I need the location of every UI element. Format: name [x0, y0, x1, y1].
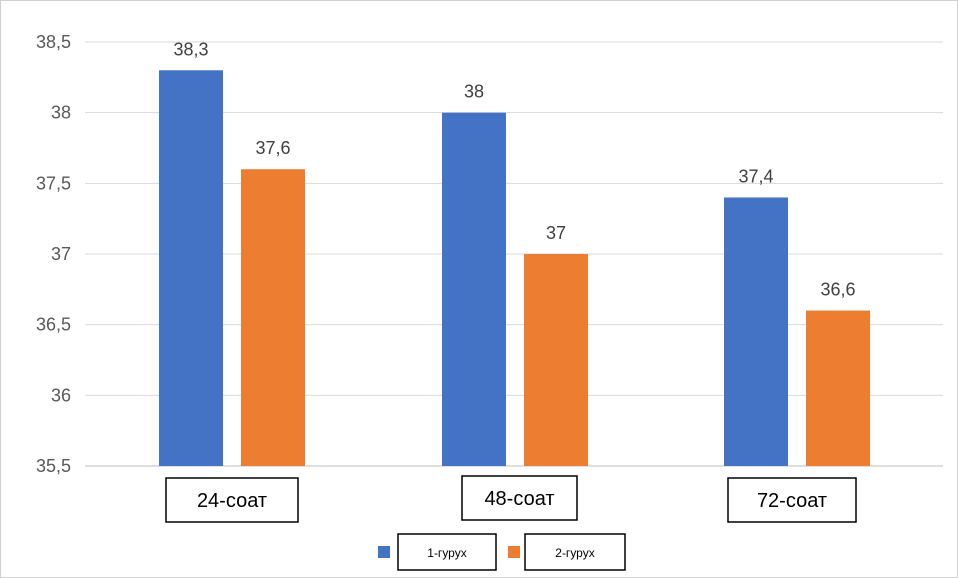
- y-tick-label: 38: [51, 103, 71, 123]
- y-tick-label: 38,5: [36, 32, 71, 52]
- data-label: 36,6: [820, 280, 855, 300]
- category-box: [165, 477, 299, 523]
- legend-box: [524, 533, 626, 571]
- bar: [442, 112, 506, 467]
- data-label: 37,6: [255, 138, 290, 158]
- data-label: 38,3: [173, 39, 208, 59]
- category-box: [727, 477, 857, 523]
- y-tick-label: 36,5: [36, 315, 71, 335]
- category-labels: 24-соат 48-соат 72-соат: [165, 475, 857, 523]
- bar: [724, 197, 788, 466]
- data-label: 37,4: [738, 166, 773, 186]
- bar: [159, 70, 223, 467]
- category-label: 72-соат: [757, 490, 827, 512]
- y-axis-ticks: 35,5 36 36,5 37 37,5 38 38,5: [36, 32, 71, 476]
- data-label: 37: [546, 223, 566, 243]
- data-label: 38: [464, 82, 484, 102]
- bar: [241, 169, 305, 466]
- legend-swatch: [378, 546, 390, 558]
- category-label: 24-соат: [197, 490, 267, 512]
- data-labels: 38,3 38 37,4 37,6 37 36,6: [173, 39, 855, 299]
- bar: [524, 254, 588, 466]
- legend-label: 2-гурух: [555, 546, 594, 560]
- legend-label: 1-гурух: [427, 546, 466, 560]
- bar: [806, 310, 870, 466]
- category-box: [461, 475, 578, 521]
- category-label: 48-соат: [484, 488, 554, 510]
- y-tick-label: 35,5: [36, 456, 71, 476]
- legend-swatch: [508, 546, 520, 558]
- legend: 1-гурух 2-гурух: [378, 533, 626, 571]
- y-tick-label: 36: [51, 385, 71, 405]
- y-tick-label: 37: [51, 244, 71, 264]
- legend-box: [397, 533, 497, 571]
- bars: [159, 70, 870, 467]
- y-tick-label: 37,5: [36, 173, 71, 193]
- gridlines: [85, 41, 943, 467]
